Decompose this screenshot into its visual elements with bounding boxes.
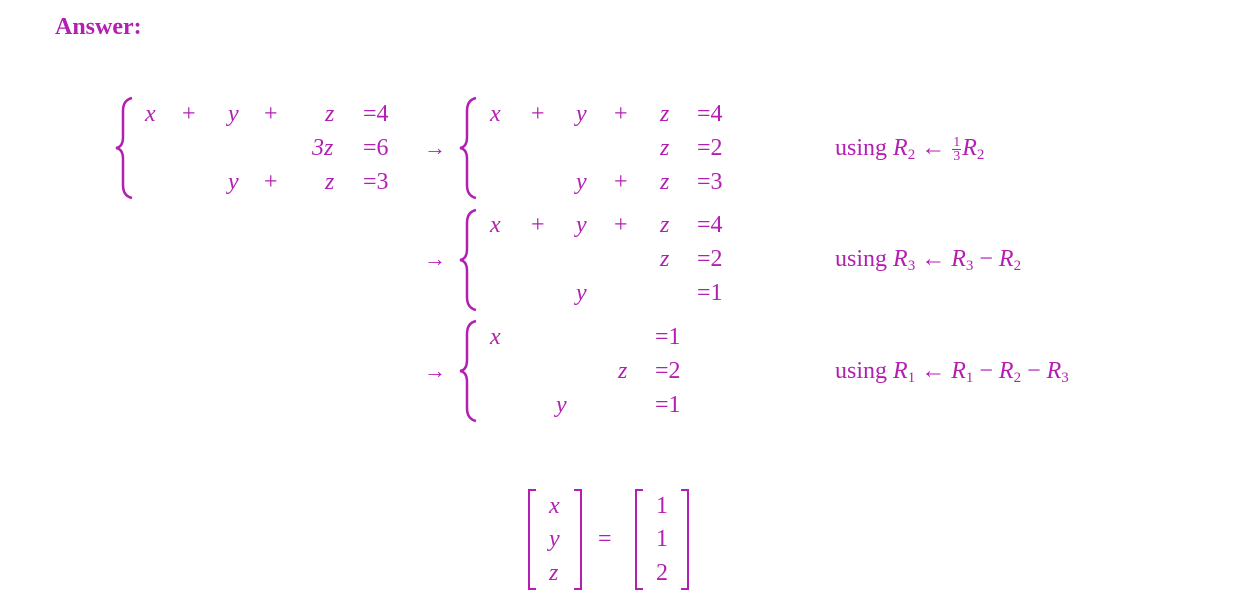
left-bracket	[635, 489, 643, 590]
value-y: 1	[656, 526, 668, 552]
term-y: y	[556, 392, 567, 418]
left-brace	[459, 208, 477, 312]
term-y: y	[228, 101, 239, 127]
term-z: z	[325, 169, 335, 195]
term-y: y	[576, 169, 587, 195]
term-z: z	[618, 358, 628, 384]
plus-sign: +	[264, 169, 278, 195]
term-z: z	[660, 246, 670, 272]
plus-sign: +	[614, 169, 628, 195]
value-x: 1	[656, 493, 668, 519]
rhs-value: =4	[363, 101, 389, 127]
left-brace	[115, 96, 133, 200]
row-operation-note: using R2 ← 1 3 R2	[835, 135, 985, 164]
term-z: 3z	[312, 135, 334, 161]
row-operation-note: using R1 ← R1 − R2 − R3	[835, 358, 1069, 386]
term-y: y	[576, 280, 587, 306]
rhs-value: =2	[697, 135, 723, 161]
vector-z: z	[549, 560, 559, 586]
plus-sign: +	[531, 101, 545, 127]
term-x: x	[490, 212, 501, 238]
term-y: y	[576, 101, 587, 127]
right-bracket	[574, 489, 582, 590]
right-arrow: →	[424, 246, 446, 271]
term-x: x	[145, 101, 156, 127]
plus-sign: +	[614, 101, 628, 127]
term-z: z	[325, 101, 335, 127]
value-z: 2	[656, 560, 668, 586]
row-operation-note: using R3 ← R3 − R2	[835, 246, 1022, 274]
right-arrow: →	[424, 135, 446, 160]
answer-heading: Answer:	[55, 14, 142, 40]
term-z: z	[660, 135, 670, 161]
left-brace	[459, 319, 477, 423]
vector-y: y	[549, 526, 560, 552]
rhs-value: =3	[697, 169, 723, 195]
plus-sign: +	[614, 212, 628, 238]
rhs-value: =2	[697, 246, 723, 272]
rhs-value: =6	[363, 135, 389, 161]
term-y: y	[228, 169, 239, 195]
rhs-value: =4	[697, 212, 723, 238]
equals-sign: =	[598, 526, 612, 552]
term-z: z	[660, 101, 670, 127]
rhs-value: =1	[655, 324, 681, 350]
rhs-value: =2	[655, 358, 681, 384]
term-z: z	[660, 212, 670, 238]
vector-x: x	[549, 493, 560, 519]
left-brace	[459, 96, 477, 200]
plus-sign: +	[264, 101, 278, 127]
right-bracket	[681, 489, 689, 590]
left-bracket	[528, 489, 536, 590]
term-y: y	[576, 212, 587, 238]
plus-sign: +	[531, 212, 545, 238]
term-z: z	[660, 169, 670, 195]
rhs-value: =3	[363, 169, 389, 195]
rhs-value: =1	[655, 392, 681, 418]
rhs-value: =1	[697, 280, 723, 306]
rhs-value: =4	[697, 101, 723, 127]
plus-sign: +	[182, 101, 196, 127]
term-x: x	[490, 324, 501, 350]
right-arrow: →	[424, 358, 446, 383]
term-x: x	[490, 101, 501, 127]
